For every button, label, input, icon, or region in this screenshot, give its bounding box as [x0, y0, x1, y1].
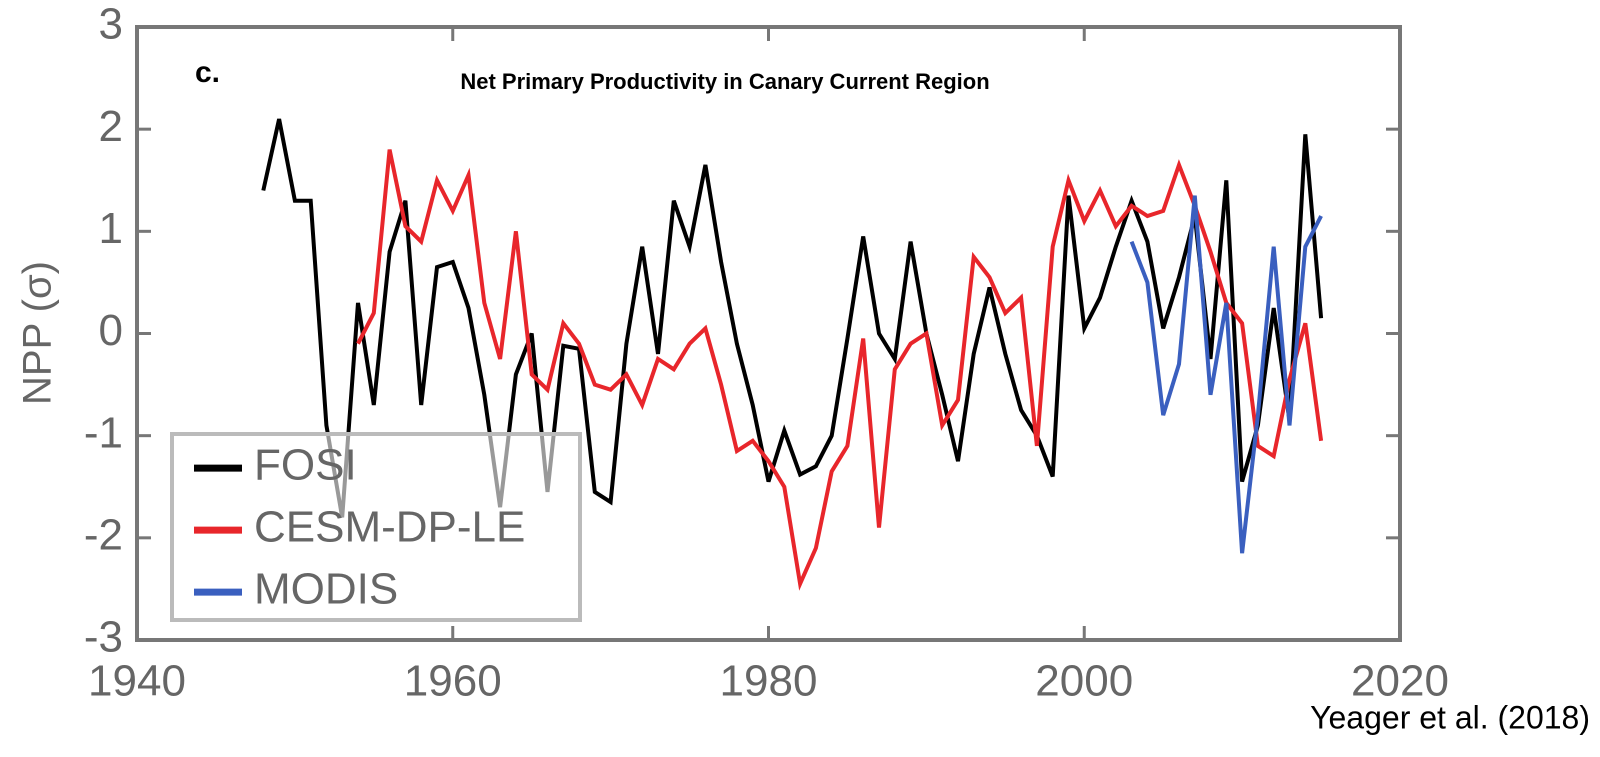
panel-label: c.	[195, 56, 220, 89]
x-tick-label: 1940	[88, 657, 186, 706]
x-tick-label: 2020	[1351, 657, 1449, 706]
y-tick-label: 3	[99, 0, 123, 49]
y-tick-label: 2	[99, 102, 123, 151]
legend-label: FOSI	[254, 441, 357, 490]
y-tick-label: -3	[84, 613, 123, 662]
plot-frame	[135, 25, 1402, 642]
series-line	[356, 149, 1324, 591]
y-tick-label: 1	[99, 204, 123, 253]
legend-label: CESM-DP-LE	[254, 503, 525, 552]
legend-label: MODIS	[254, 565, 398, 614]
y-tick-label: 0	[99, 306, 123, 355]
series-line	[1129, 195, 1323, 554]
y-tick-label: -1	[84, 408, 123, 457]
chart-title: Net Primary Productivity in Canary Curre…	[460, 69, 989, 94]
x-tick-label: 1960	[404, 657, 502, 706]
y-tick-label: -2	[84, 510, 123, 559]
y-axis-label: NPP (σ)	[16, 261, 60, 405]
x-tick-label: 1980	[720, 657, 818, 706]
x-tick-label: 2000	[1035, 657, 1133, 706]
series-line	[261, 118, 1324, 518]
source: Yeager et al. (2018)	[1310, 699, 1590, 735]
